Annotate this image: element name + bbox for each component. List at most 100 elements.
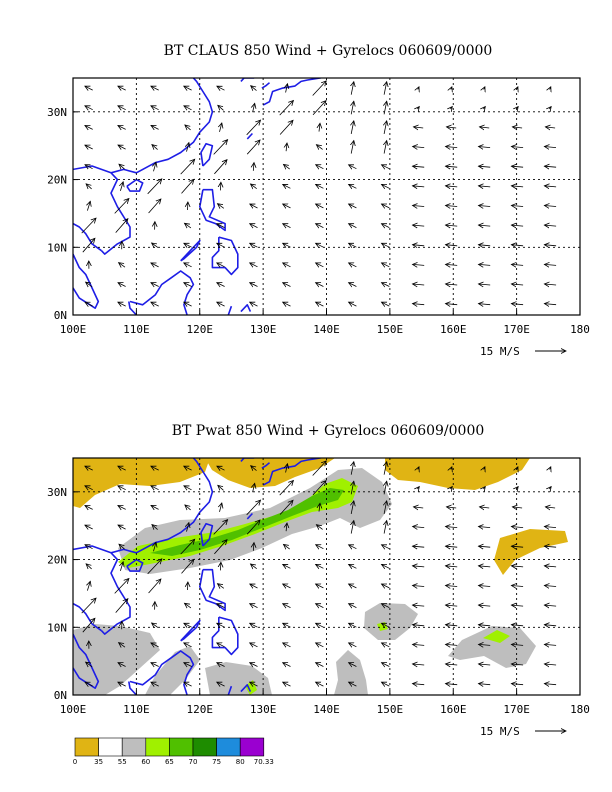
wind-vector: [279, 481, 294, 496]
wind-vector: [451, 87, 452, 90]
wind-vector: [251, 466, 257, 471]
y-tick-label: 10N: [47, 621, 67, 634]
pwat-region-gray-south-2: [205, 662, 272, 695]
wind-vector: [446, 245, 458, 246]
x-tick-label: 160E: [440, 703, 467, 716]
wind-vector: [349, 545, 357, 549]
y-tick-label: 20N: [47, 174, 67, 187]
wind-vector: [86, 662, 93, 667]
wind-vector: [446, 625, 458, 626]
wind-vector: [413, 284, 425, 285]
wind-vector: [151, 486, 159, 490]
panel1-x-ticks: 100E 110E 120E 130E 140E 150E 160E 170E 180: [60, 310, 590, 336]
wind-vector: [511, 206, 524, 207]
wind-vector: [349, 302, 357, 306]
wind-vector: [246, 120, 261, 136]
panel1-y-ticks: 0N 10N 20N 30N: [47, 106, 78, 322]
pwat-region-lightgreen-band: [118, 478, 358, 568]
pwat-region-gray-east: [448, 626, 536, 668]
wind-vector: [545, 127, 556, 128]
wind-vector: [85, 466, 93, 470]
wind-vector: [250, 224, 258, 228]
wind-vector: [316, 545, 324, 549]
wind-vector: [316, 145, 323, 150]
wind-vector: [447, 127, 457, 128]
wind-vector: [479, 625, 491, 626]
wind-vector: [220, 503, 222, 513]
wind-vector: [218, 485, 224, 490]
wind-vector: [250, 663, 258, 667]
wind-vector: [246, 140, 260, 155]
wind-vector: [544, 284, 557, 285]
wind-vector: [154, 162, 157, 172]
wind-vector: [213, 140, 228, 155]
wind-vector: [382, 204, 390, 208]
wind-vector: [384, 481, 387, 495]
wind-vector: [214, 540, 227, 555]
wind-vector: [351, 101, 354, 115]
wind-vector: [217, 302, 225, 306]
wind-vector: [511, 644, 524, 645]
wind-vector: [351, 481, 354, 495]
x-tick-label: 130E: [250, 323, 277, 336]
wind-vector: [147, 179, 162, 195]
wind-vector: [316, 283, 324, 287]
wind-vector: [284, 164, 290, 169]
wind-vector: [479, 264, 491, 265]
wind-vector: [479, 566, 491, 567]
wind-vector: [283, 302, 291, 306]
wind-vector: [382, 302, 390, 306]
wind-vector: [218, 204, 225, 209]
pwat-colorbar: 0 35 55 60 65 70 75 80 70.33: [73, 737, 274, 766]
wind-vector: [151, 466, 159, 470]
colorbar-label: 75: [212, 758, 221, 766]
wind-vector: [382, 243, 390, 247]
wind-vector: [316, 643, 324, 647]
x-tick-label: 120E: [187, 703, 214, 716]
wind-vector: [413, 684, 425, 685]
wind-vector: [351, 501, 354, 514]
wind-vector: [220, 182, 221, 191]
colorbar-swatch: [145, 737, 170, 757]
wind-vector: [217, 604, 225, 608]
wind-vector: [418, 467, 419, 470]
panel2-x-ticks: 100E 110E 120E 130E 140E 150E 160E 170E 180: [60, 690, 590, 716]
wind-vector: [217, 682, 225, 686]
wind-vector: [349, 604, 357, 608]
wind-vector: [517, 87, 518, 90]
pwat-region-lightgreen-dot-2: [483, 630, 510, 643]
wind-vector: [253, 103, 255, 113]
wind-vector: [250, 604, 258, 608]
wind-vector: [511, 566, 524, 567]
wind-vector: [544, 225, 557, 226]
wind-vector: [413, 225, 425, 226]
wind-vector: [154, 542, 157, 552]
wind-vector: [184, 263, 192, 267]
y-tick-label: 10N: [47, 241, 67, 254]
wind-vector: [351, 462, 354, 475]
x-tick-label: 180: [570, 703, 590, 716]
wind-vector: [217, 224, 225, 228]
wind-vector: [217, 623, 225, 627]
x-tick-label: 100E: [60, 323, 87, 336]
wind-vector: [85, 545, 93, 549]
x-tick-label: 180: [570, 323, 590, 336]
y-tick-label: 20N: [47, 554, 67, 567]
pwat-region-gray-southwest: [73, 624, 160, 695]
wind-vector: [544, 264, 557, 265]
wind-vector: [446, 304, 458, 305]
wind-vector: [283, 623, 291, 627]
wind-vector: [484, 87, 485, 90]
wind-vector: [151, 302, 159, 306]
wind-vector: [384, 521, 387, 534]
wind-vector: [279, 500, 293, 515]
wind-vector: [246, 520, 260, 535]
y-tick-label: 30N: [47, 106, 67, 119]
wind-vector: [479, 245, 491, 246]
wind-vector: [382, 584, 390, 588]
colorbar-label: 55: [118, 758, 127, 766]
colorbar-label: 70: [189, 758, 198, 766]
wind-vector: [119, 544, 125, 549]
colorbar-label: 0: [73, 758, 77, 766]
